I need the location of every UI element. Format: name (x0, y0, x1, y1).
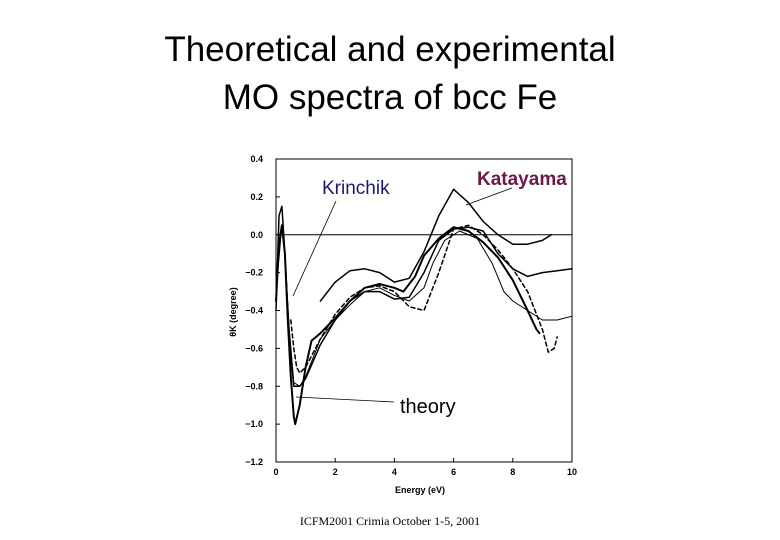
series-krinchik (290, 224, 558, 374)
y-tick-label: 0.2 (250, 192, 263, 202)
y-tick-label: −0.8 (245, 381, 263, 391)
slide-title: Theoretical and experimental MO spectra … (0, 26, 780, 122)
x-axis-label: Energy (eV) (395, 485, 445, 495)
krinchik-leader-line (292, 200, 337, 297)
annotation-theory: theory (400, 396, 456, 418)
y-tick-label: −0.2 (245, 268, 263, 278)
x-tick-label: 10 (567, 467, 577, 477)
y-tick-label: −1.2 (245, 457, 263, 467)
x-tick-label: 6 (451, 467, 456, 477)
x-tick-label: 2 (333, 467, 338, 477)
y-tick-label: −0.4 (245, 306, 263, 316)
series-katayama-upper (319, 188, 553, 302)
series-layer (275, 188, 573, 426)
series-theory-second (275, 224, 573, 387)
y-axis-label: θK (degree) (228, 287, 238, 336)
annotation-katayama: Katayama (477, 169, 567, 190)
slide-title-line-2: MO spectra of bcc Fe (222, 78, 558, 117)
tick-layer: 0 2 4 6 8 10 0.4 0.2 0.0 −0.2 −0.4 −0.6 −0.8 −1.0 −1.2 (245, 154, 577, 477)
annotation-krinchik: Krinchik (322, 178, 390, 199)
x-tick-label: 8 (510, 467, 515, 477)
y-tick-label: −0.6 (245, 343, 263, 353)
slide-title-line-1: Theoretical and experimental (164, 30, 616, 69)
theory-leader-line (295, 396, 395, 403)
x-tick-label: 4 (392, 467, 397, 477)
y-tick-label: 0.4 (250, 154, 263, 164)
series-katayama-lower (275, 205, 573, 388)
katayama-leader-line (465, 187, 513, 206)
y-tick-label: 0.0 (250, 230, 263, 240)
y-tick-label: −1.0 (245, 419, 263, 429)
footer-conference-note: ICFM2001 Crimia October 1-5, 2001 (299, 514, 481, 528)
x-tick-label: 0 (273, 467, 278, 477)
